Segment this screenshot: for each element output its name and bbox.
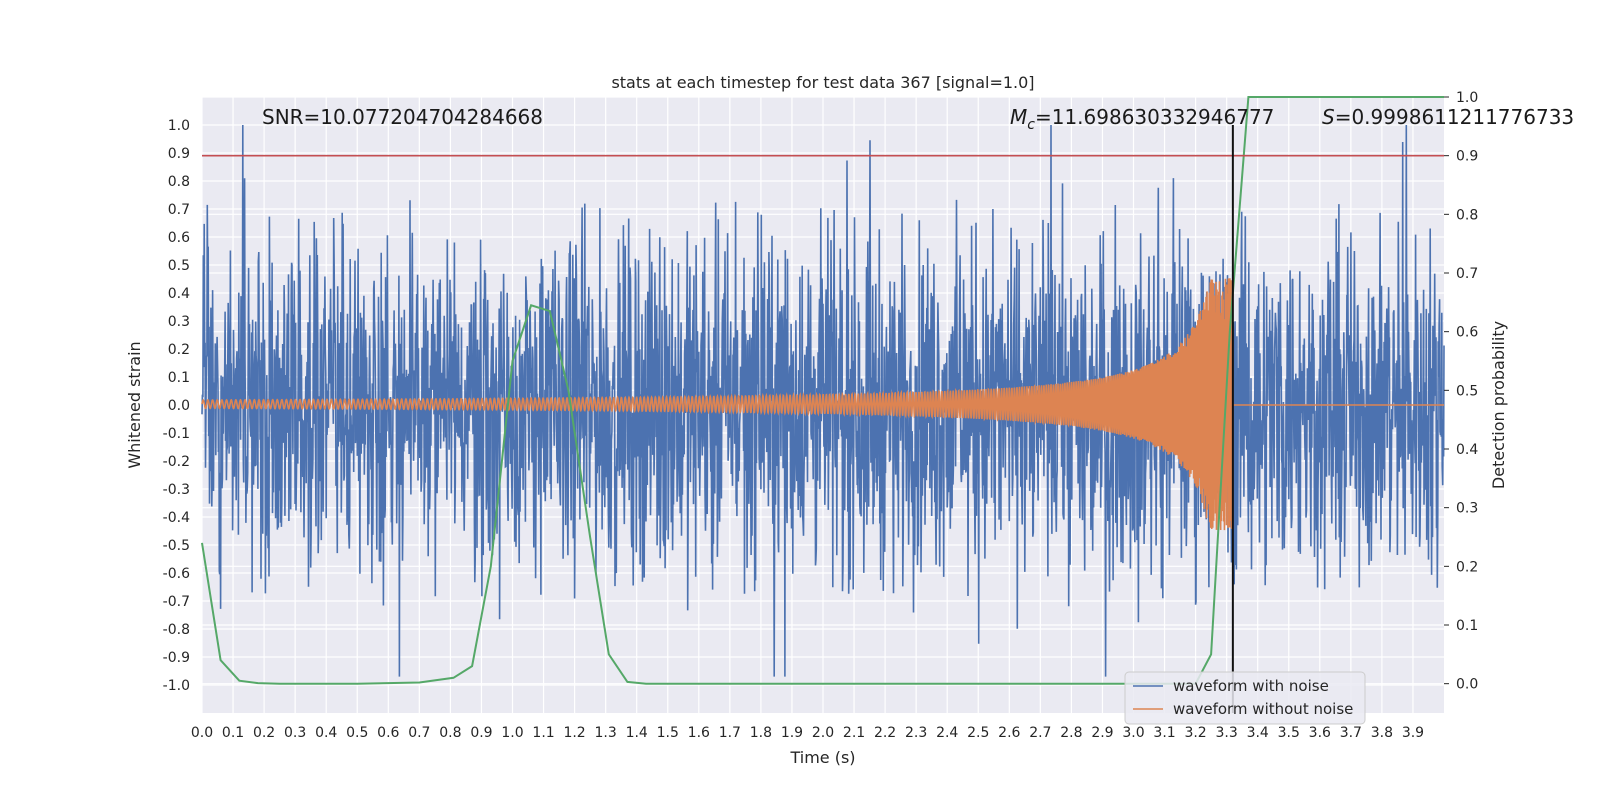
x-tick-label: 2.0 (812, 725, 834, 741)
y-tick-label: 0.2 (168, 342, 190, 358)
chirp-mass-subscript: c (1027, 117, 1035, 133)
x-tick-label: 3.1 (1153, 725, 1175, 741)
y2-tick-label: 0.8 (1456, 207, 1478, 223)
y2-tick-label: 0.3 (1456, 501, 1478, 517)
y-tick-label: 0.5 (168, 258, 190, 274)
legend-box (1124, 671, 1366, 725)
y-tick-label: -0.3 (163, 482, 190, 498)
y-tick-label: -0.4 (163, 510, 190, 526)
y-tick-label: -0.2 (163, 454, 190, 470)
chirp-mass-symbol: M (1010, 105, 1027, 129)
x-tick-label: 2.5 (967, 725, 989, 741)
y-tick-label: -0.5 (163, 538, 190, 554)
x-tick-label: 2.6 (998, 725, 1020, 741)
x-tick-label: 3.0 (1122, 725, 1144, 741)
y2-tick-label: 0.6 (1456, 325, 1478, 341)
x-tick-label: 0.8 (439, 725, 461, 741)
x-tick-label: 1.3 (595, 725, 617, 741)
y-tick-label: -0.6 (163, 566, 190, 582)
x-tick-label: 0.4 (315, 725, 337, 741)
x-tick-label: 1.7 (719, 725, 741, 741)
y-tick-label: 0.8 (168, 174, 190, 190)
y2-tick-label: 0.5 (1456, 383, 1478, 399)
legend-label-clean: waveform without noise (1173, 700, 1353, 718)
y-tick-label: 0.3 (168, 314, 190, 330)
x-tick-label: 1.4 (626, 725, 648, 741)
y2-tick-label: 0.0 (1456, 677, 1478, 693)
y2-axis-label: Detection probability (1489, 321, 1508, 489)
x-tick-label: 3.6 (1309, 725, 1331, 741)
x-tick-label: 0.3 (284, 725, 306, 741)
x-tick-label: 3.2 (1184, 725, 1206, 741)
x-tick-label: 2.3 (905, 725, 927, 741)
noise-trace (201, 124, 1445, 677)
x-tick-label: 0.5 (346, 725, 368, 741)
y-tick-label: -0.8 (163, 622, 190, 638)
y-tick-label: -0.7 (163, 594, 190, 610)
x-tick-label: 0.7 (408, 725, 430, 741)
x-tick-label: 2.4 (936, 725, 958, 741)
series-waveform-with-noise (201, 124, 1445, 677)
y-tick-label: 0.9 (168, 146, 190, 162)
x-tick-label: 1.1 (532, 725, 554, 741)
x-tick-label: 0.1 (222, 725, 244, 741)
y2-tick-label: 0.1 (1456, 618, 1478, 634)
chart-title: stats at each timestep for test data 367… (611, 73, 1034, 92)
y2-tick-label: 0.2 (1456, 559, 1478, 575)
x-tick-label: 3.8 (1371, 725, 1393, 741)
y-tick-label: 0.6 (168, 230, 190, 246)
y-tick-label: 0.0 (168, 398, 190, 414)
x-tick-label: 2.1 (843, 725, 865, 741)
x-tick-label: 1.8 (750, 725, 772, 741)
x-tick-label: 2.8 (1060, 725, 1082, 741)
y2-tick-label: 0.4 (1456, 442, 1478, 458)
x-tick-label: 1.6 (688, 725, 710, 741)
x-axis-label: Time (s) (789, 748, 855, 767)
y-tick-label: -0.1 (163, 426, 190, 442)
y-tick-label: -0.9 (163, 650, 190, 666)
x-tick-label: 3.4 (1247, 725, 1269, 741)
y-tick-label: 1.0 (168, 118, 190, 134)
x-tick-label: 0.0 (191, 725, 213, 741)
y-axis-label: Whitened strain (125, 341, 144, 468)
y-tick-label: 0.1 (168, 370, 190, 386)
x-tick-label: 1.2 (563, 725, 585, 741)
y-tick-label: -1.0 (163, 678, 190, 694)
x-tick-label: 0.2 (253, 725, 275, 741)
chirp-trace (201, 278, 1444, 531)
x-tick-label: 2.2 (874, 725, 896, 741)
y2-tick-label: 0.9 (1456, 149, 1478, 165)
x-tick-label: 3.7 (1340, 725, 1362, 741)
score-value: =0.9998611211776733 (1335, 105, 1574, 129)
x-tick-label: 2.7 (1029, 725, 1051, 741)
y-tick-label: 0.7 (168, 202, 190, 218)
score-annotation: S=0.9998611211776733 (1322, 105, 1574, 129)
x-tick-label: 3.5 (1278, 725, 1300, 741)
x-tick-label: 3.3 (1216, 725, 1238, 741)
x-tick-label: 3.9 (1402, 725, 1424, 741)
y2-tick-label: 1.0 (1456, 90, 1478, 106)
legend-label-noise: waveform with noise (1173, 677, 1329, 695)
x-tick-label: 0.9 (470, 725, 492, 741)
series-waveform-without-noise (201, 278, 1444, 531)
x-tick-label: 1.5 (657, 725, 679, 741)
legend: waveform with noise waveform without noi… (1124, 671, 1366, 725)
tick-labels: 0.0 0.1 0.2 0.3 0.4 0.5 0.6 0.7 0.8 0.9 1.0 1.1 1.2 1… (163, 90, 1479, 741)
reference-lines (202, 125, 1444, 713)
x-tick-label: 1.9 (781, 725, 803, 741)
x-tick-label: 1.0 (501, 725, 523, 741)
score-symbol: S (1322, 105, 1335, 129)
chirp-mass-annotation: Mc=11.698630332946777 (1010, 105, 1274, 133)
chirp-mass-value: =11.698630332946777 (1035, 105, 1274, 129)
x-tick-label: 0.6 (377, 725, 399, 741)
y-tick-label: 0.4 (168, 286, 190, 302)
x-tick-label: 2.9 (1091, 725, 1113, 741)
y2-tick-label: 0.7 (1456, 266, 1478, 282)
snr-annotation: SNR=10.077204704284668 (262, 105, 543, 129)
